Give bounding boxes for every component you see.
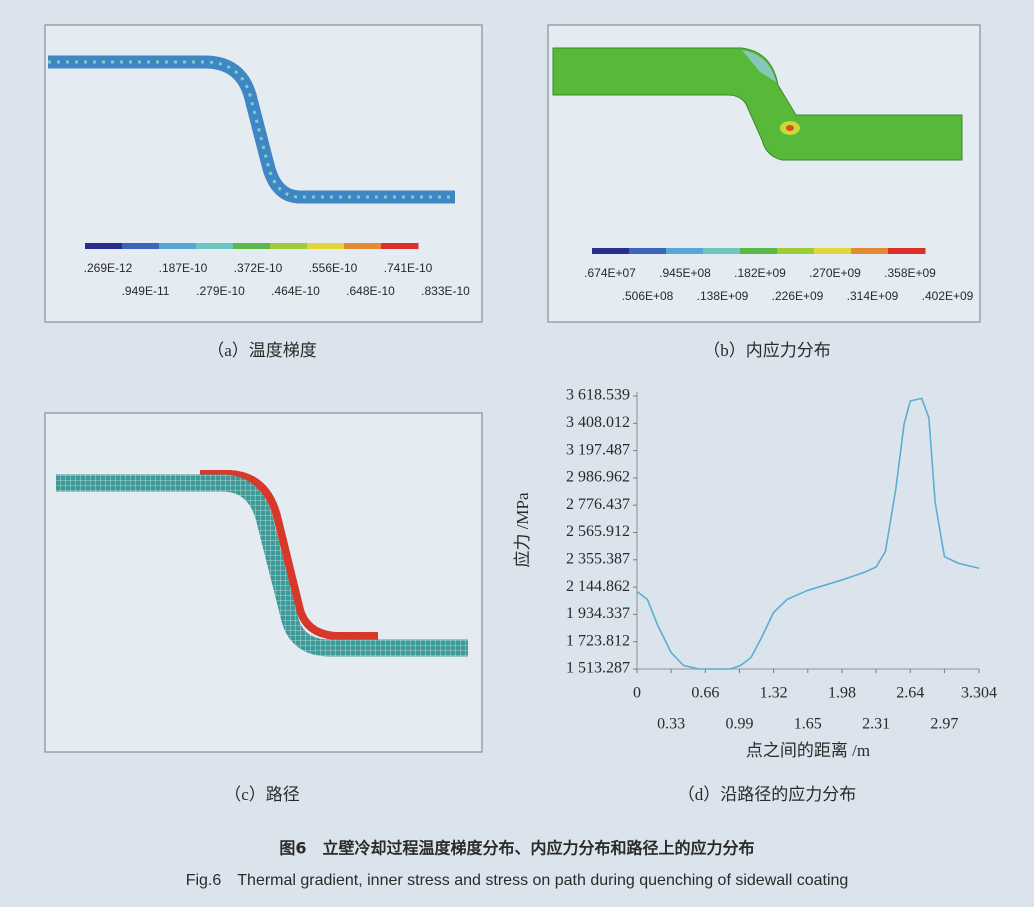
figure-caption-en: Fig.6 Thermal gradient, inner stress and… (186, 872, 849, 889)
y-tick-label: 1 723.812 (566, 632, 630, 649)
panel-caption: （c）路径 (224, 785, 300, 804)
x-tick-label: 0.66 (691, 685, 719, 702)
colorbar-label: .372E-10 (234, 261, 283, 275)
colorbar-label: .674E+07 (584, 266, 636, 280)
y-tick-label: 2 776.437 (566, 496, 630, 513)
colorbar-segment (888, 248, 926, 254)
panel-caption: （b）内应力分布 (703, 341, 831, 360)
colorbar-label: .270E+09 (809, 266, 861, 280)
colorbar-label: .402E+09 (922, 289, 974, 303)
colorbar-label: .464E-10 (271, 284, 320, 298)
colorbar-segment (666, 248, 704, 254)
colorbar-segment (592, 248, 630, 254)
figure-caption-zh: 图6 立壁冷却过程温度梯度分布、内应力分布和路径上的应力分布 (279, 839, 754, 858)
colorbar-label: .182E+09 (734, 266, 786, 280)
x-tick-label: 1.32 (760, 685, 788, 702)
colorbar-segment (233, 243, 271, 249)
y-tick-label: 2 355.387 (566, 550, 630, 567)
colorbar-segment (703, 248, 741, 254)
x-tick-label: 2.64 (896, 685, 924, 702)
panel-caption: （a）温度梯度 (207, 341, 317, 360)
colorbar-segment (85, 243, 123, 249)
colorbar-segment (629, 248, 667, 254)
colorbar-label: .949E-11 (122, 284, 170, 298)
colorbar-label: .741E-10 (384, 261, 433, 275)
x-tick-label: 0 (633, 685, 641, 702)
colorbar-label: .945E+08 (659, 266, 711, 280)
y-tick-label: 2 144.862 (566, 578, 630, 595)
page: { "panels": [ {"caption": "（a）温度梯度", "co… (0, 0, 1034, 907)
y-tick-label: 1 513.287 (566, 660, 630, 677)
colorbar-label: .648E-10 (346, 284, 395, 298)
x-tick-label: 2.97 (930, 716, 958, 733)
y-axis-label: 应力 /MPa (513, 492, 532, 568)
y-tick-label: 3 197.487 (566, 441, 630, 458)
colorbar-segment (344, 243, 382, 249)
figure: .269E-12 .949E-11 .187E-10 .279E-10 .372E-10… (0, 0, 1034, 907)
x-tick-label: 1.65 (794, 716, 822, 733)
colorbar-label: .556E-10 (309, 261, 358, 275)
panel-caption: （d）沿路径的应力分布 (678, 785, 857, 804)
panel-frame (45, 25, 482, 322)
colorbar-segment (122, 243, 160, 249)
colorbar-label: .314E+09 (847, 289, 899, 303)
x-tick-label: 0.33 (657, 716, 685, 733)
colorbar-label: .279E-10 (196, 284, 245, 298)
x-tick-label: 3.304 (961, 685, 997, 702)
colorbar-label: .226E+09 (772, 289, 824, 303)
colorbar-label: .187E-10 (159, 261, 208, 275)
y-tick-label: 2 565.912 (566, 523, 630, 540)
panel-frame (45, 413, 482, 752)
y-tick-label: 1 934.337 (566, 605, 630, 622)
colorbar-segment (740, 248, 778, 254)
x-tick-label: 1.98 (828, 685, 856, 702)
colorbar-label: .506E+08 (622, 289, 674, 303)
colorbar-segment (381, 243, 419, 249)
colorbar-label: .833E-10 (421, 284, 470, 298)
y-tick-label: 2 986.962 (566, 469, 630, 486)
colorbar-label: .138E+09 (697, 289, 749, 303)
stress-region (786, 125, 794, 131)
x-axis-label: 点之间的距离 /m (746, 741, 870, 760)
colorbar-segment (851, 248, 889, 254)
colorbar-segment (196, 243, 234, 249)
y-tick-label: 3 408.012 (566, 414, 630, 431)
colorbar-segment (159, 243, 197, 249)
colorbar-segment (307, 243, 345, 249)
x-tick-label: 0.99 (725, 716, 753, 733)
colorbar-segment (777, 248, 815, 254)
x-tick-label: 2.31 (862, 716, 890, 733)
colorbar-label: .269E-12 (84, 261, 133, 275)
colorbar-segment (814, 248, 852, 254)
y-tick-label: 3 618.539 (566, 387, 630, 404)
colorbar-label: .358E+09 (884, 266, 936, 280)
colorbar-segment (270, 243, 308, 249)
